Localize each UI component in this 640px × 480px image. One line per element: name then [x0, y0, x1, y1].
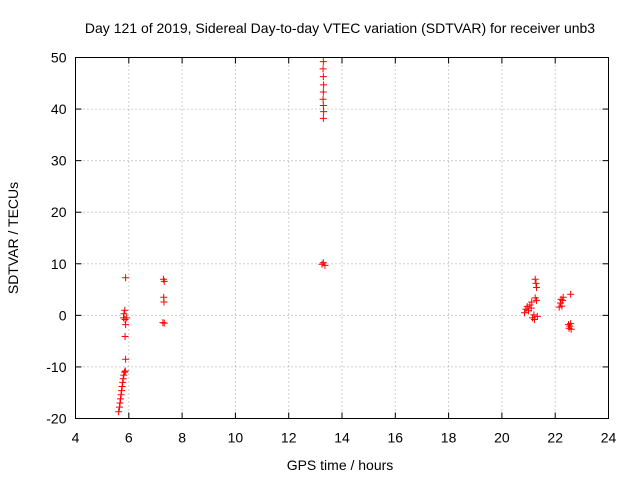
data-point [319, 101, 327, 109]
data-point [533, 284, 541, 292]
data-point [159, 319, 167, 327]
data-point [559, 293, 567, 301]
data-point [122, 274, 130, 282]
y-tick-label: -20 [46, 411, 66, 427]
grid [75, 57, 609, 419]
y-tick-label: 50 [51, 50, 67, 66]
data-point [118, 387, 126, 395]
axis-ticks [75, 57, 609, 419]
data-point [521, 309, 529, 317]
data-point [160, 298, 168, 306]
data-point [319, 65, 327, 73]
data-point [319, 114, 327, 122]
data-point [533, 312, 541, 320]
x-tick-label: 20 [494, 430, 510, 446]
data-point [121, 306, 129, 314]
y-tick-label: 40 [51, 101, 67, 117]
x-tick-label: 12 [281, 430, 297, 446]
data-point [567, 320, 575, 328]
data-points [115, 58, 575, 416]
x-tick-label: 22 [547, 430, 563, 446]
data-point [533, 296, 541, 304]
data-point [530, 311, 538, 319]
data-point [115, 403, 123, 411]
data-point [117, 395, 125, 403]
data-point [123, 314, 131, 322]
data-point [527, 304, 535, 312]
x-tick-label: 8 [178, 430, 186, 446]
data-point [121, 368, 129, 376]
data-point [567, 325, 575, 333]
x-tick-label: 14 [334, 430, 350, 446]
x-tick-label: 6 [125, 430, 133, 446]
y-tick-label: 30 [51, 153, 67, 169]
data-point [117, 391, 125, 399]
x-tick-label: 10 [228, 430, 244, 446]
data-point [160, 277, 168, 285]
x-axis-label: GPS time / hours [287, 457, 394, 473]
data-point [558, 302, 566, 310]
y-tick-label: -10 [46, 359, 66, 375]
data-point [319, 73, 327, 81]
x-tick-label: 16 [388, 430, 404, 446]
data-point [320, 81, 328, 89]
data-point [119, 378, 127, 386]
x-tick-label: 24 [601, 430, 617, 446]
y-tick-labels: -20 -10 0 10 20 30 40 50 [46, 50, 66, 427]
data-point [319, 58, 327, 66]
data-point [118, 383, 126, 391]
data-point [320, 108, 328, 116]
data-point [115, 408, 123, 416]
data-point [121, 315, 129, 323]
data-point [319, 95, 327, 103]
chart-title: Day 121 of 2019, Sidereal Day-to-day VTE… [85, 20, 595, 36]
data-point [121, 367, 129, 375]
x-tick-labels: 4 6 8 10 12 14 16 18 20 22 24 [72, 430, 617, 446]
data-point [120, 371, 128, 379]
data-point [122, 355, 130, 363]
data-point [122, 321, 130, 329]
y-tick-label: 20 [51, 204, 67, 220]
y-tick-label: 10 [51, 256, 67, 272]
data-point [529, 314, 537, 322]
data-point [559, 296, 567, 304]
data-point [531, 275, 539, 283]
data-point [532, 279, 540, 287]
data-point [321, 261, 329, 269]
data-point [116, 399, 124, 407]
data-point [319, 88, 327, 96]
data-point [160, 319, 168, 327]
data-point [318, 260, 326, 268]
x-tick-label: 4 [72, 430, 80, 446]
data-point [530, 315, 538, 323]
y-tick-label: 0 [59, 307, 67, 323]
data-point [567, 290, 575, 298]
data-point [120, 310, 128, 318]
data-point [119, 375, 127, 383]
x-tick-label: 18 [441, 430, 457, 446]
data-point [528, 298, 536, 306]
data-point [121, 333, 129, 341]
y-axis-label: SDTVAR / TECUs [5, 182, 21, 294]
